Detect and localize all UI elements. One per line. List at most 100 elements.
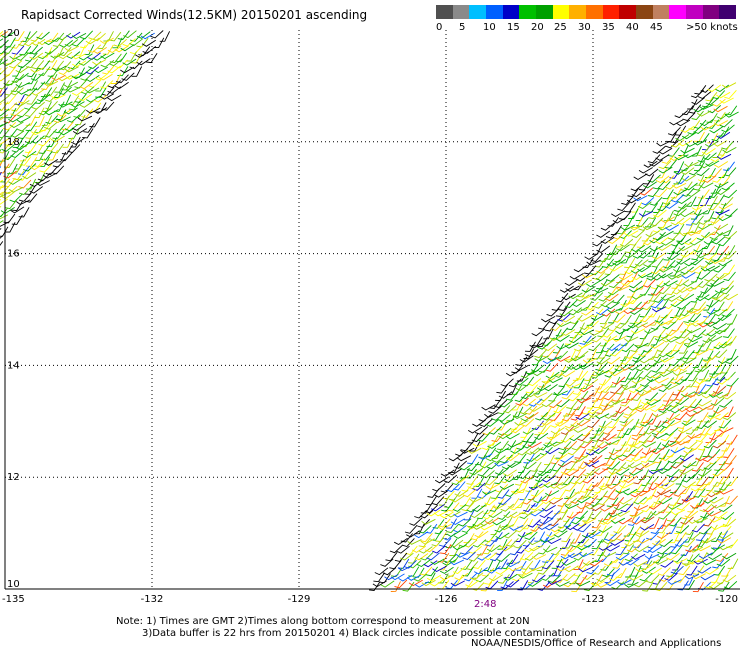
wind-barb — [579, 322, 594, 331]
wind-barb — [80, 38, 93, 49]
wind-barb — [711, 502, 727, 509]
wind-barb — [23, 38, 38, 47]
wind-barb — [474, 530, 489, 539]
wind-barb — [541, 316, 556, 323]
wind-barb — [624, 553, 638, 562]
wind-barb — [705, 320, 720, 328]
wind-barb — [534, 397, 549, 406]
wind-barb — [623, 526, 635, 537]
wind-barb — [574, 483, 586, 494]
wind-barb — [695, 455, 710, 462]
wind-barb — [636, 217, 649, 228]
wind-barb — [420, 551, 434, 561]
wind-barb — [59, 128, 74, 136]
wind-barb — [499, 524, 515, 531]
wind-barb — [674, 411, 688, 421]
wind-barb — [674, 154, 689, 161]
wind-barb — [615, 488, 630, 494]
wind-barb — [573, 264, 588, 273]
wind-barb — [591, 334, 605, 343]
wind-barb — [656, 425, 670, 434]
wind-barb — [634, 579, 648, 588]
wind-barb — [92, 53, 107, 61]
wind-barb — [724, 208, 738, 217]
wind-barb — [483, 504, 495, 515]
wind-barb — [563, 579, 577, 588]
wind-barb — [78, 53, 93, 61]
wind-barb — [576, 503, 591, 510]
wind-barb — [566, 320, 579, 331]
wind-barb — [437, 518, 451, 528]
wind-barb — [519, 510, 533, 520]
wind-barb — [700, 574, 715, 581]
wind-barb — [658, 404, 672, 414]
wind-barb — [590, 580, 605, 587]
wind-barb — [460, 447, 475, 454]
wind-barb — [655, 154, 670, 161]
wind-barb — [712, 440, 727, 449]
wind-barb — [85, 37, 100, 45]
wind-barb — [667, 252, 681, 261]
wind-barb — [600, 561, 613, 571]
wind-barb — [713, 120, 729, 127]
wind-barb — [0, 199, 2, 201]
wind-barb — [649, 518, 660, 529]
wind-barb — [426, 574, 442, 582]
wind-barb — [442, 532, 456, 541]
wind-barb — [714, 286, 729, 294]
wind-barb — [541, 399, 556, 408]
wind-barb — [131, 66, 143, 77]
wind-barb — [559, 538, 571, 550]
wind-barb — [57, 74, 72, 82]
wind-barb — [675, 314, 690, 321]
wind-barb — [461, 524, 475, 533]
wind-barb — [545, 371, 560, 379]
wind-barb — [647, 414, 659, 425]
wind-barb — [719, 532, 734, 540]
wind-barb — [483, 552, 498, 561]
wind-barb — [646, 272, 660, 281]
wind-barb — [681, 474, 696, 483]
wind-barb — [619, 238, 634, 247]
wind-barb — [712, 173, 726, 183]
wind-barb — [701, 537, 717, 544]
wind-barb — [659, 370, 674, 377]
wind-barb — [656, 489, 672, 496]
wind-barb — [529, 502, 544, 511]
wind-barb — [623, 411, 637, 419]
wind-barb — [598, 293, 612, 302]
wind-barb — [490, 552, 503, 562]
wind-barb — [697, 174, 712, 183]
wind-barb — [71, 53, 86, 60]
wind-barb — [708, 406, 720, 417]
wind-barb — [487, 441, 502, 449]
wind-barb — [678, 565, 691, 576]
wind-barb — [482, 560, 494, 571]
wind-barb — [522, 398, 536, 407]
wind-barb — [698, 404, 713, 411]
wind-barb — [50, 51, 65, 59]
wind-barb — [615, 320, 629, 329]
wind-barb — [541, 496, 556, 505]
wind-barb — [639, 328, 651, 340]
wind-barb — [721, 182, 735, 191]
wind-barb — [705, 91, 718, 102]
wind-barb — [685, 425, 699, 435]
wind-barb — [495, 532, 510, 540]
wind-barb — [709, 497, 724, 504]
wind-barb — [0, 159, 4, 167]
wind-barb — [34, 93, 46, 104]
wind-barb — [586, 315, 598, 326]
wind-barb — [95, 87, 107, 98]
wind-barb — [627, 187, 640, 198]
wind-barb — [659, 364, 672, 374]
wind-barb — [619, 210, 632, 221]
wind-barb — [600, 383, 614, 393]
wind-barb — [719, 336, 733, 346]
wind-barb — [707, 132, 718, 144]
wind-barb — [597, 496, 611, 506]
wind-barb — [429, 579, 444, 587]
wind-barb — [635, 300, 649, 310]
wind-barb — [620, 364, 635, 371]
wind-barb — [677, 419, 690, 429]
